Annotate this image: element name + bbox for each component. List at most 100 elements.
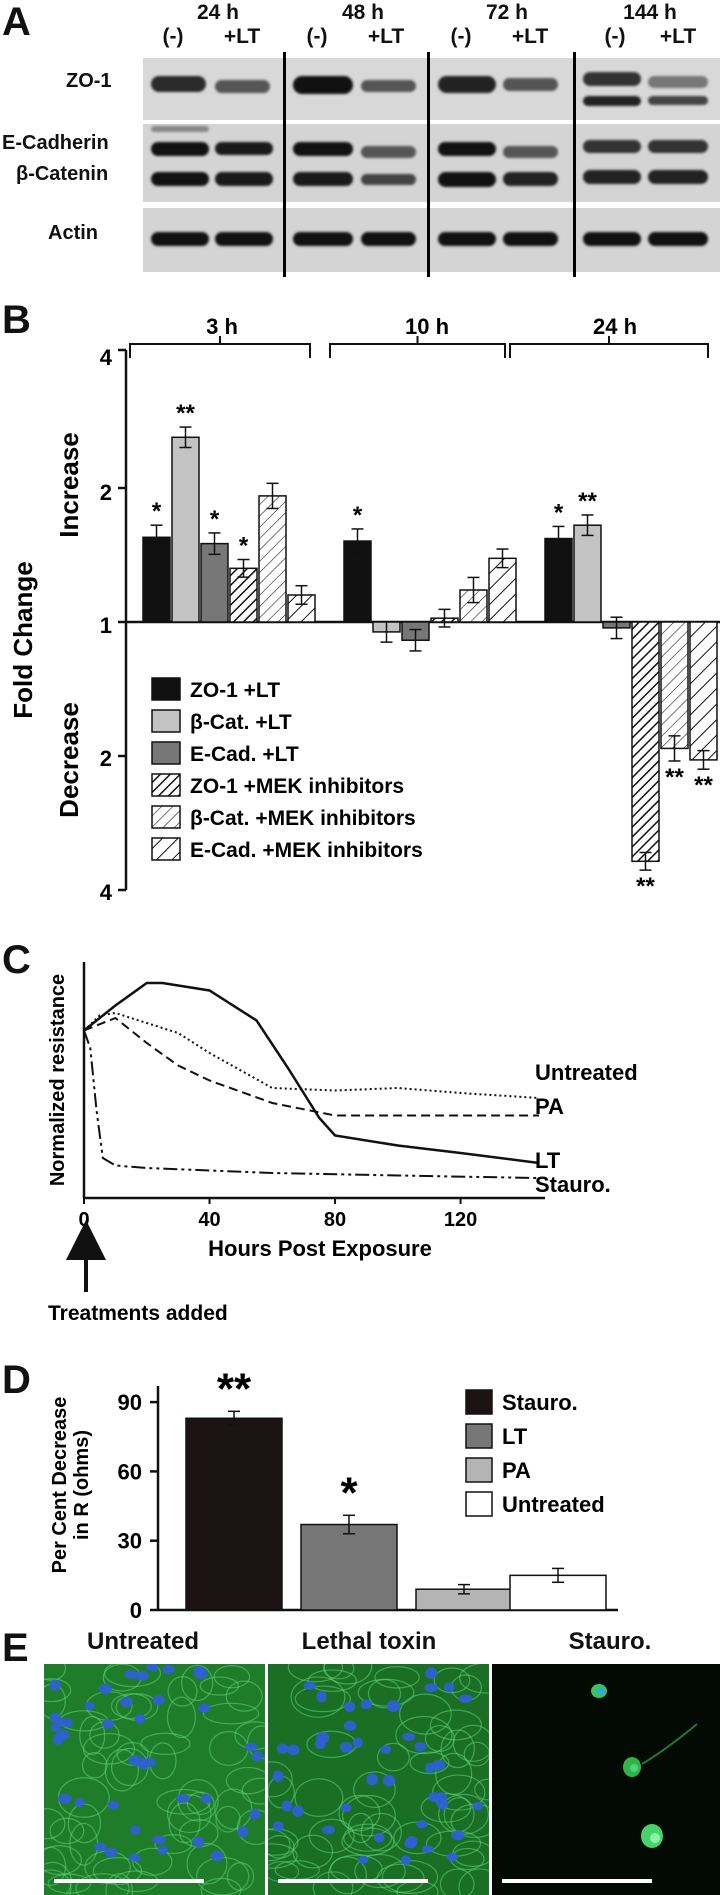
bar-5-2 bbox=[689, 621, 718, 761]
bar-4-0 bbox=[258, 495, 287, 623]
curve-untreated bbox=[83, 1011, 540, 1099]
curve-label-3: Stauro. bbox=[535, 1172, 611, 1197]
legend-swatch-0 bbox=[465, 1389, 493, 1415]
curve-stauro bbox=[83, 1030, 540, 1179]
significance-mark: ** bbox=[217, 1364, 252, 1413]
fold-change-chart: 3 h 10 h 24 h Fold Change Increase Decre… bbox=[8, 314, 720, 905]
bar-0-1 bbox=[343, 540, 372, 623]
legend-swatch-3 bbox=[465, 1491, 493, 1517]
micrograph-title-lethal-toxin: Lethal toxin bbox=[301, 1628, 437, 1655]
bar-1-2 bbox=[573, 524, 602, 623]
bar-stauro bbox=[185, 1417, 283, 1611]
blot-strip-actin bbox=[143, 208, 720, 272]
legend-swatch-1 bbox=[151, 709, 181, 733]
significance-mark: * bbox=[210, 506, 220, 533]
blot-strip-cadherin-catenin bbox=[143, 124, 720, 202]
legend-swatch-3 bbox=[151, 773, 181, 797]
legend-label-3: Untreated bbox=[502, 1492, 605, 1517]
micrograph-lethal-toxin bbox=[268, 1664, 489, 1895]
group-label-3h: 3 h bbox=[206, 314, 238, 339]
legend-label-0: Stauro. bbox=[502, 1390, 578, 1415]
lane-label-lt: +LT bbox=[659, 25, 697, 48]
bar-3-2 bbox=[631, 621, 660, 863]
legend-label-0: ZO-1 +LT bbox=[190, 679, 280, 702]
decrease-label: Decrease bbox=[54, 702, 84, 818]
significance-mark: ** bbox=[665, 764, 684, 791]
x-axis-label: Hours Post Exposure bbox=[208, 1236, 432, 1261]
legend-swatch-2 bbox=[151, 741, 181, 765]
panel-b-letter: B bbox=[2, 298, 31, 342]
x-tick-label: 40 bbox=[198, 1209, 220, 1231]
protein-zo1-label: ZO-1 bbox=[66, 70, 112, 92]
legend-label-4: β-Cat. +MEK inhibitors bbox=[190, 807, 416, 830]
significance-mark: ** bbox=[578, 488, 597, 515]
timepoint-144h: 144 h bbox=[623, 1, 677, 24]
protein-ecadherin-label: E-Cadherin bbox=[2, 132, 109, 154]
group-label-24h: 24 h bbox=[593, 314, 637, 339]
lane-label-neg: (-) bbox=[604, 25, 626, 48]
y-axis-label: Normalized resistance bbox=[47, 974, 69, 1186]
x-tick-label: 80 bbox=[324, 1209, 346, 1231]
curve-label-0: Untreated bbox=[535, 1060, 638, 1085]
significance-mark: * bbox=[152, 498, 162, 525]
scale-bar bbox=[502, 1879, 652, 1883]
micrograph-title-untreated: Untreated bbox=[86, 1628, 200, 1655]
lane-divider bbox=[283, 52, 286, 277]
y-axis-label-line2: in R (ohms) bbox=[71, 1430, 93, 1540]
y-tick-label: 60 bbox=[118, 1459, 142, 1484]
lane-label-lt: +LT bbox=[367, 25, 405, 48]
blot-strip-zo1 bbox=[143, 58, 720, 120]
lane-label-neg: (-) bbox=[450, 25, 472, 48]
bar-0-2 bbox=[544, 537, 573, 623]
protein-actin-label: Actin bbox=[48, 222, 98, 244]
micrograph-stauro bbox=[492, 1664, 720, 1895]
legend-label-2: PA bbox=[502, 1458, 531, 1483]
treatment-label: Treatments added bbox=[48, 1302, 228, 1325]
legend-label-5: E-Cad. +MEK inhibitors bbox=[190, 839, 423, 862]
bar-2-0 bbox=[200, 542, 229, 623]
y-tick-2-bottom: 2 bbox=[100, 746, 112, 771]
curve-label-2: LT bbox=[535, 1148, 561, 1173]
lane-label-neg: (-) bbox=[162, 25, 184, 48]
resistance-chart: Normalized resistance 0 40 80 120 Hours Pos… bbox=[47, 962, 638, 1325]
y-tick-label: 90 bbox=[118, 1390, 142, 1415]
lane-label-lt: +LT bbox=[511, 25, 549, 48]
y-tick-2-top: 2 bbox=[100, 480, 112, 505]
y-tick-4-bottom: 4 bbox=[100, 880, 113, 905]
y-axis-label: Fold Change bbox=[8, 561, 38, 718]
protein-bcatenin-label: β-Catenin bbox=[16, 163, 109, 185]
x-tick-label: 0 bbox=[78, 1209, 89, 1231]
legend-swatch-2 bbox=[465, 1457, 493, 1483]
lane-label-neg: (-) bbox=[306, 25, 328, 48]
legend-swatch-0 bbox=[151, 677, 181, 701]
legend-label-2: E-Cad. +LT bbox=[190, 743, 299, 766]
significance-mark: ** bbox=[636, 873, 655, 900]
lane-divider bbox=[573, 52, 576, 277]
micrograph-untreated bbox=[44, 1664, 265, 1895]
legend-label-1: β-Cat. +LT bbox=[190, 711, 292, 734]
significance-mark: * bbox=[353, 502, 363, 529]
timepoint-72h: 72 h bbox=[485, 1, 529, 24]
y-tick-label: 30 bbox=[118, 1529, 142, 1554]
micrograph-title-stauro: Stauro. bbox=[568, 1628, 652, 1655]
y-tick-1: 1 bbox=[100, 613, 112, 638]
legend-label-3: ZO-1 +MEK inhibitors bbox=[190, 775, 404, 798]
timepoint-24h: 24 h bbox=[196, 1, 240, 24]
curve-lt bbox=[83, 981, 540, 1165]
significance-mark: * bbox=[554, 499, 564, 526]
panel-d-letter: D bbox=[2, 1358, 31, 1402]
panel-c-letter: C bbox=[2, 938, 31, 982]
lane-label-lt: +LT bbox=[223, 25, 261, 48]
legend-swatch-5 bbox=[151, 837, 181, 861]
panel-e-letter: E bbox=[2, 1626, 29, 1670]
legend-swatch-1 bbox=[465, 1423, 493, 1449]
significance-mark: * bbox=[340, 1468, 358, 1517]
timepoint-48h: 48 h bbox=[341, 1, 385, 24]
significance-mark: ** bbox=[176, 400, 195, 427]
panel-a-letter: A bbox=[2, 0, 31, 44]
x-tick-label: 120 bbox=[444, 1209, 477, 1231]
scale-bar bbox=[54, 1879, 204, 1883]
curve-pa bbox=[83, 1016, 539, 1117]
bar-4-2 bbox=[660, 621, 689, 750]
